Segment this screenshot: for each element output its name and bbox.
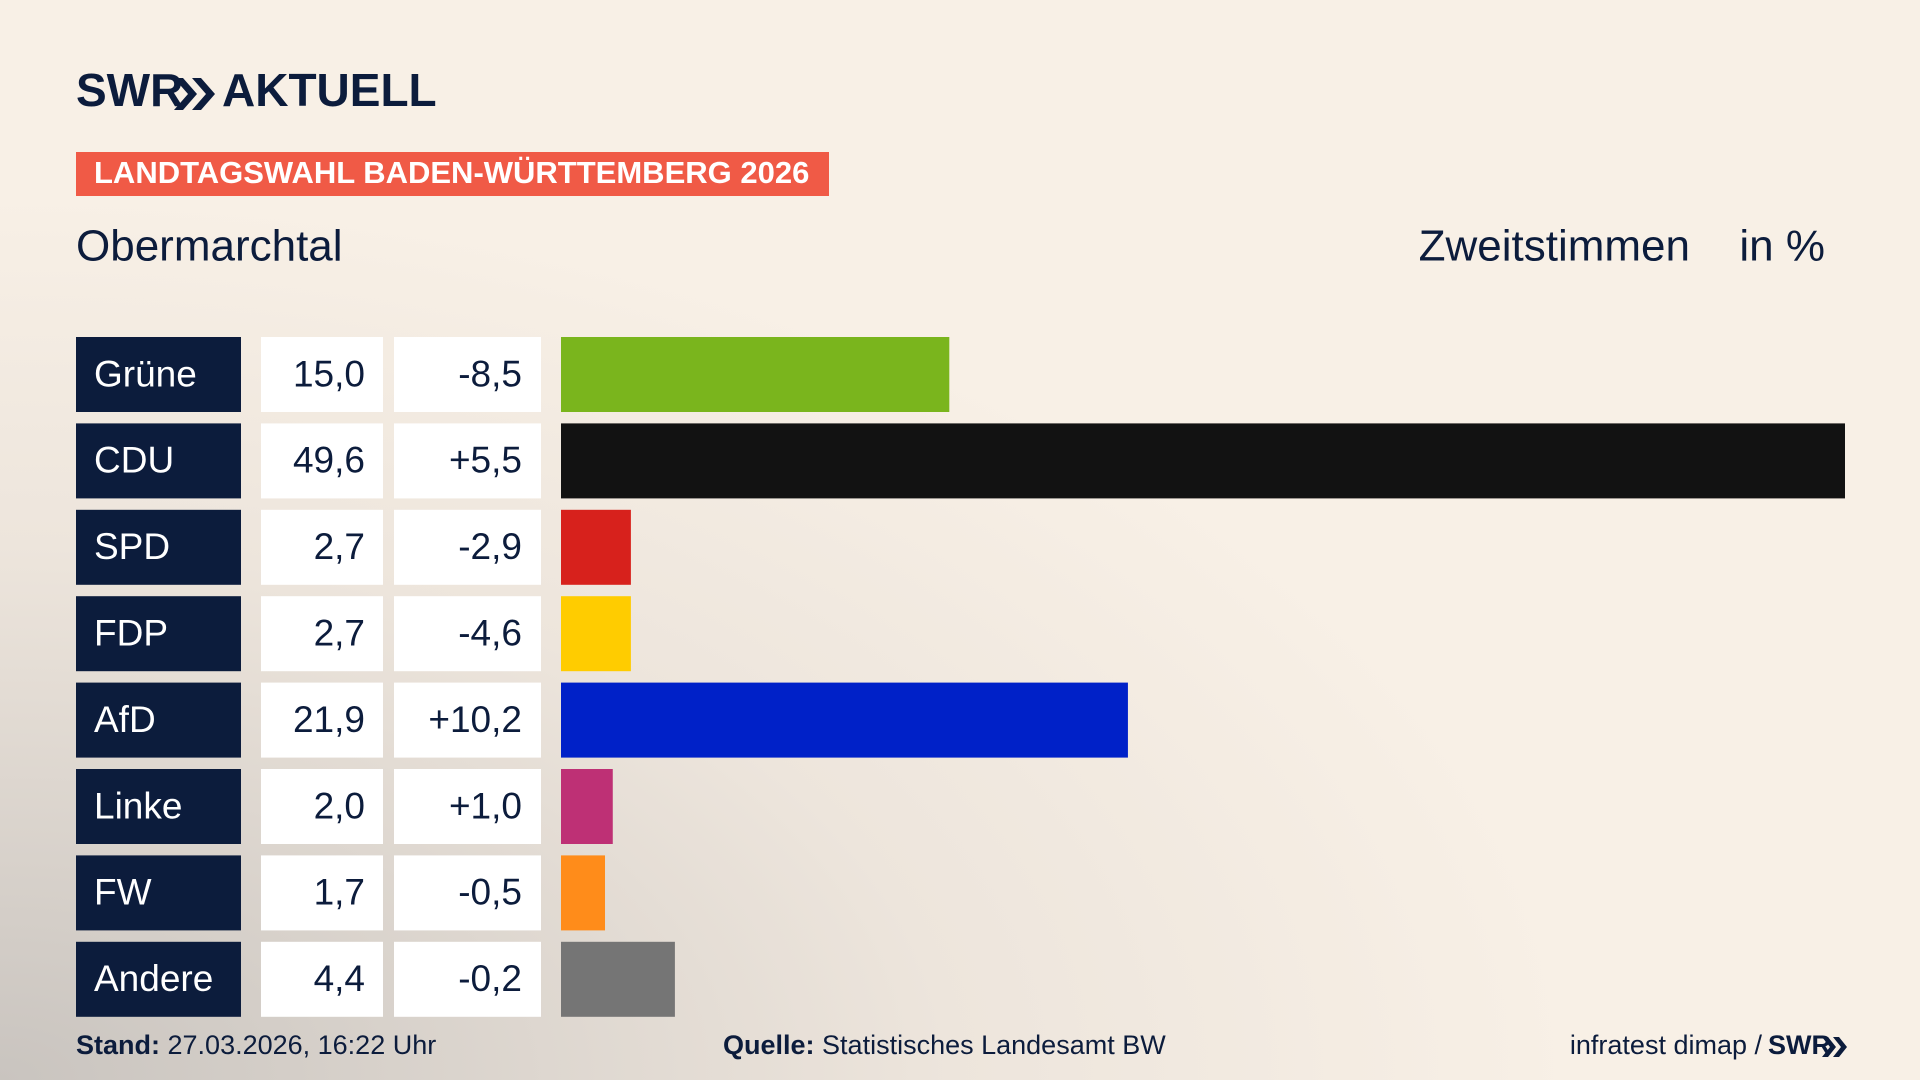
banner-box: [76, 152, 829, 196]
bar: [561, 682, 1128, 758]
banner: LANDTAGSWAHL BADEN-WÜRTTEMBERG 2026: [94, 155, 809, 190]
value-label: 2,7: [314, 612, 365, 653]
change-box: [394, 769, 541, 844]
party-label: FDP: [94, 612, 168, 653]
change-box: [394, 855, 541, 931]
unit-label: in %: [1739, 222, 1825, 271]
change-label: -0,2: [458, 958, 522, 999]
change-label: +1,0: [449, 785, 522, 826]
source-label: Quelle:: [723, 1030, 815, 1060]
stand: 27.03.2026, 16:22 Uhr: [168, 1030, 437, 1060]
change-label: -4,6: [458, 612, 522, 653]
party-box: [76, 682, 241, 758]
bar: [561, 855, 606, 931]
bar: [561, 509, 631, 585]
value-label: 49,6: [293, 440, 365, 481]
value-box: [261, 596, 383, 672]
value-box: [261, 337, 383, 412]
stand-label: Stand:: [76, 1030, 160, 1060]
party-label: Andere: [94, 958, 213, 999]
chart-title: Obermarchtal: [76, 222, 343, 271]
party-box: [76, 941, 241, 1017]
party-box: [76, 423, 241, 499]
footer-brand: SWR: [1768, 1030, 1831, 1060]
party-box: [76, 855, 241, 931]
change-box: [394, 423, 541, 499]
bar: [561, 769, 613, 844]
footer-chevrons: [1822, 1037, 1847, 1057]
value-box: [261, 509, 383, 585]
bar: [561, 423, 1845, 499]
party-box: [76, 337, 241, 412]
change-box: [394, 682, 541, 758]
value-box: [261, 682, 383, 758]
party-box: [76, 769, 241, 844]
bar: [561, 596, 631, 672]
brand-chevrons: [174, 78, 215, 110]
change-label: -8,5: [458, 353, 522, 394]
value-box: [261, 423, 383, 499]
party-box: [76, 596, 241, 672]
value-label: 15,0: [293, 353, 365, 394]
party-label: FW: [94, 872, 152, 913]
change-box: [394, 509, 541, 585]
bar: [561, 941, 675, 1017]
change-label: +10,2: [428, 699, 522, 740]
value-label: 2,0: [314, 785, 365, 826]
party-label: CDU: [94, 440, 174, 481]
party-box: [76, 509, 241, 585]
change-label: -0,5: [458, 872, 522, 913]
value-box: [261, 855, 383, 931]
change-box: [394, 941, 541, 1017]
party-label: Grüne: [94, 353, 197, 394]
value-box: [261, 941, 383, 1017]
change-label: -2,9: [458, 526, 522, 567]
value-label: 1,7: [314, 872, 365, 913]
product: AKTUELL: [222, 64, 437, 116]
value-label: 2,7: [314, 526, 365, 567]
party-label: Linke: [94, 785, 182, 826]
value-label: 21,9: [293, 699, 365, 740]
source: Statistisches Landesamt BW: [822, 1030, 1166, 1060]
credit: infratest dimap /: [1570, 1030, 1763, 1060]
bar: [561, 337, 950, 412]
change-box: [394, 596, 541, 672]
brand: SWR: [76, 64, 183, 116]
change-box: [394, 337, 541, 412]
party-label: AfD: [94, 699, 156, 740]
party-label: SPD: [94, 526, 170, 567]
value-box: [261, 769, 383, 844]
footer: Stand: 27.03.2026, 16:22 Uhr: [76, 1030, 436, 1060]
value-label: 4,4: [314, 958, 365, 999]
footer: Quelle: Statistisches Landesamt BW: [723, 1030, 1166, 1060]
change-label: +5,5: [449, 440, 522, 481]
subtitle: Zweitstimmen: [1419, 222, 1690, 271]
